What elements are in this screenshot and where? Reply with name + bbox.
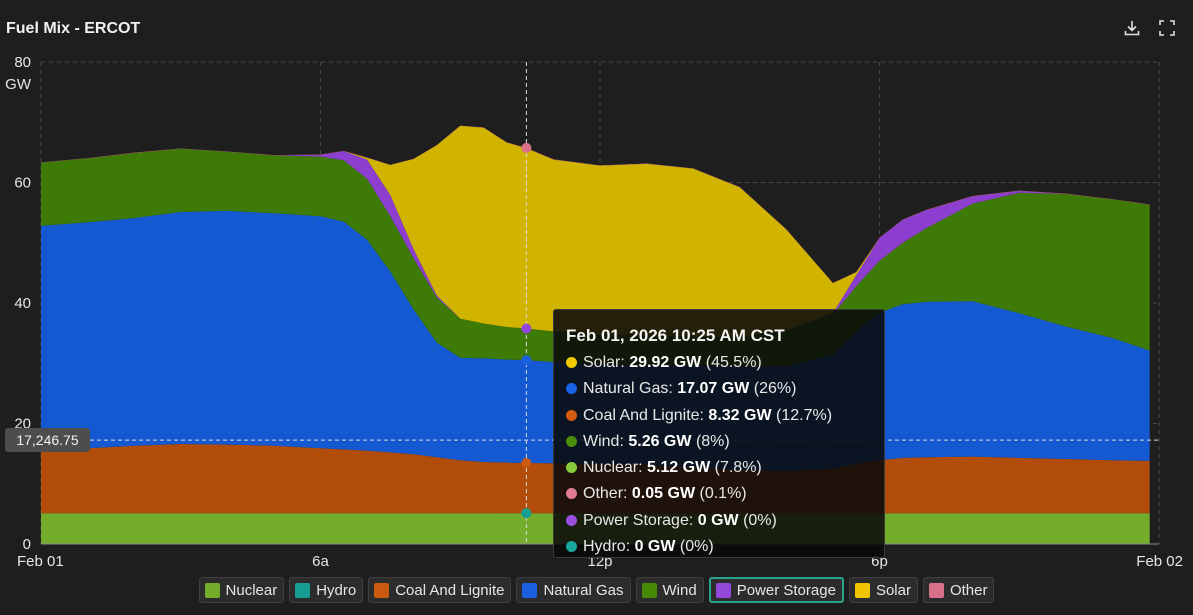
tooltip-row: Coal And Lignite: 8.32 GW (12.7%) (566, 403, 872, 429)
x-tick-label: 6a (312, 553, 329, 570)
series-dot-icon (566, 488, 577, 500)
legend-item-wind[interactable]: Wind (635, 577, 704, 603)
tooltip-rows: Solar: 29.92 GW (45.5%) Natural Gas: 17.0… (566, 350, 872, 560)
hover-point-power-storage (521, 323, 532, 334)
tooltip-series-value: 0.05 GW (631, 485, 696, 503)
tooltip-title: Feb 01, 2026 10:25 AM CST (566, 326, 785, 345)
tooltip-series-percent: (45.5%) (705, 354, 762, 371)
series-dot-icon (566, 514, 577, 526)
legend-swatch-icon (522, 582, 538, 598)
tooltip-row: Other: 0.05 GW (0.1%) (566, 481, 872, 507)
tooltip-series-value: 5.26 GW (628, 432, 692, 450)
y-tick-label: 60 (14, 175, 31, 192)
series-dot-icon (566, 541, 577, 553)
chart-overlay (41, 62, 1159, 544)
tooltip-series-name: Solar (583, 354, 621, 371)
legend-label: Other (949, 581, 988, 599)
legend-swatch-icon (374, 582, 390, 598)
tooltip-row: Solar: 29.92 GW (45.5%) (566, 350, 872, 376)
y-tick-label: 0 (23, 536, 31, 553)
tooltip-series-percent: (12.7%) (776, 406, 833, 424)
legend-swatch-icon (854, 582, 870, 598)
tooltip-row: Wind: 5.26 GW (8%) (566, 429, 872, 455)
page-title: Fuel Mix - ERCOT (6, 20, 141, 37)
y-axis-unit-label: GW (5, 76, 32, 93)
crosshair-y-readout: 17,246.75 (5, 428, 90, 452)
legend-swatch-icon (295, 582, 311, 598)
tooltip-series-percent: (26%) (753, 380, 797, 398)
download-icon (1124, 21, 1140, 36)
tooltip-series-name: Nuclear (583, 459, 639, 477)
legend-item-power-storage[interactable]: Power Storage (708, 577, 844, 603)
tooltip-series-name: Wind (583, 432, 620, 450)
hover-point-other (521, 142, 532, 153)
tooltip-series-name: Other (583, 485, 624, 503)
tooltip-series-value: 5.12 GW (647, 459, 711, 477)
x-tick-label: Feb 02 (1136, 553, 1183, 570)
legend-item-hydro[interactable]: Hydro (289, 577, 364, 603)
legend-label: Hydro (316, 581, 357, 599)
series-dot-icon (566, 383, 577, 395)
legend-item-other[interactable]: Other (922, 577, 995, 603)
tooltip-series-name: Hydro (583, 538, 626, 556)
download-button[interactable] (1122, 18, 1142, 38)
y-tick-label: 40 (14, 295, 31, 312)
legend-item-nuclear[interactable]: Nuclear (198, 577, 285, 603)
tooltip-row: Natural Gas: 17.07 GW (26%) (566, 376, 872, 402)
legend-label: Power Storage (736, 581, 836, 599)
legend-swatch-icon (715, 582, 731, 598)
legend-swatch-icon (928, 582, 944, 598)
tooltip-series-name: Power Storage (583, 511, 689, 529)
tooltip-series-value: 0 GW (697, 511, 739, 529)
chart-legend: Nuclear Hydro Coal And Lignite Natural Gas W… (0, 577, 1193, 603)
x-tick-label: Feb 01 (17, 553, 64, 570)
tooltip-series-percent: (0%) (679, 538, 714, 556)
legend-label: Wind (662, 581, 697, 599)
legend-swatch-icon (641, 582, 657, 598)
series-dot-icon (566, 435, 577, 447)
fullscreen-button[interactable] (1157, 18, 1177, 38)
legend-swatch-icon (204, 582, 220, 598)
tooltip-series-percent: (7.8%) (714, 459, 762, 477)
tooltip-series-value: 17.07 GW (677, 380, 750, 398)
y-tick-label: 80 (14, 54, 31, 71)
series-dot-icon (566, 357, 577, 368)
legend-label: Solar (875, 581, 911, 599)
tooltip-series-percent: (8%) (695, 432, 730, 450)
tooltip-row: Power Storage: 0 GW (0%) (566, 508, 872, 534)
legend-label: Natural Gas (543, 581, 624, 599)
legend-item-solar[interactable]: Solar (848, 577, 918, 603)
tooltip-series-percent: (0.1%) (699, 485, 747, 503)
area-solar[interactable] (41, 125, 1150, 337)
tooltip-series-percent: (0%) (743, 511, 777, 529)
fullscreen-icon (1159, 20, 1175, 36)
series-dot-icon (566, 409, 577, 421)
chart-tooltip: Feb 01, 2026 10:25 AM CST Solar: 29.92 G… (553, 309, 885, 558)
legend-item-natural-gas[interactable]: Natural Gas (516, 577, 631, 603)
tooltip-series-value: 0 GW (634, 538, 676, 556)
tooltip-row: Hydro: 0 GW (0%) (566, 534, 872, 560)
legend-item-coal-and-lignite[interactable]: Coal And Lignite (368, 577, 512, 603)
tooltip-series-name: Natural Gas (583, 380, 669, 398)
tooltip-row: Nuclear: 5.12 GW (7.8%) (566, 455, 872, 481)
hover-point-natural-gas (521, 355, 532, 366)
legend-label: Nuclear (225, 581, 278, 599)
hover-point-coal-and-lignite (521, 458, 532, 469)
legend-label: Coal And Lignite (395, 581, 505, 599)
tooltip-series-name: Coal And Lignite (583, 406, 700, 424)
tooltip-series-value: 29.92 GW (629, 354, 702, 371)
hover-point-hydro (521, 508, 532, 519)
tooltip-series-value: 8.32 GW (708, 406, 772, 424)
series-dot-icon (566, 462, 577, 474)
